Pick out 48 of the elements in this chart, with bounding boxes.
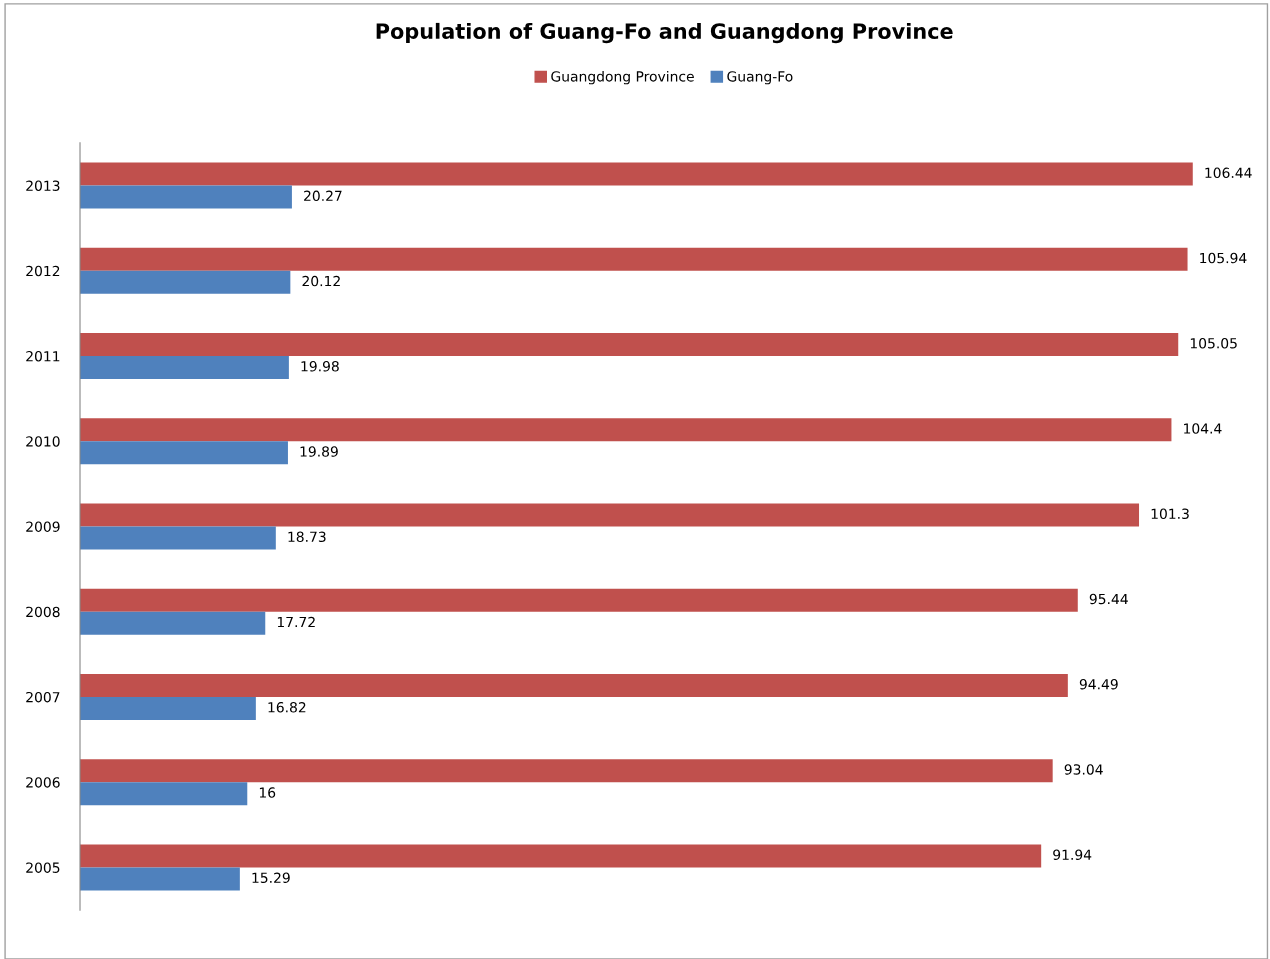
data-label: 101.3 — [1151, 508, 1189, 520]
data-label: 93.04 — [1064, 764, 1103, 775]
data-label: 20.27 — [304, 190, 342, 202]
data-label: 105.05 — [1190, 338, 1237, 349]
bar — [80, 185, 292, 209]
data-label: 95.44 — [1089, 593, 1128, 605]
bar — [80, 673, 1068, 697]
y-tick-label: 2010 — [26, 436, 60, 447]
data-label: 16 — [259, 787, 276, 798]
data-label: 106.44 — [1205, 167, 1252, 179]
chart-title: Population of Guang-Fo and Guangdong Province — [376, 22, 953, 44]
y-tick-label: 2006 — [26, 777, 60, 788]
bar — [80, 441, 288, 465]
y-tick-label: 2012 — [26, 265, 60, 277]
legend-label: Guang-Fo — [727, 71, 793, 85]
bar — [80, 526, 276, 550]
bar — [80, 247, 1188, 271]
data-label: 20.12 — [302, 275, 340, 287]
bar — [80, 270, 291, 294]
y-tick-label: 2007 — [26, 691, 60, 703]
data-label: 19.98 — [301, 361, 339, 372]
bar — [80, 356, 289, 380]
bar — [80, 332, 1179, 356]
bar — [80, 162, 1193, 186]
y-tick-label: 2013 — [26, 180, 60, 191]
bar — [80, 611, 266, 635]
legend-label: Guangdong Province — [551, 70, 694, 85]
data-label: 17.72 — [277, 616, 315, 628]
data-label: 15.29 — [252, 872, 290, 884]
y-tick-label: 2011 — [26, 350, 60, 362]
data-label: 105.94 — [1200, 252, 1247, 264]
data-label: 19.89 — [300, 446, 338, 457]
data-label: 91.94 — [1053, 849, 1092, 860]
bar — [80, 588, 1078, 612]
bar — [80, 782, 248, 806]
y-tick-label: 2008 — [26, 606, 60, 618]
data-label: 104.4 — [1184, 423, 1222, 434]
data-label: 16.82 — [268, 702, 306, 713]
bar — [80, 418, 1172, 442]
y-tick-label: 2009 — [26, 521, 60, 532]
bar — [80, 503, 1140, 527]
data-label: 18.73 — [288, 531, 326, 543]
y-tick-label: 2005 — [26, 862, 60, 873]
bar — [80, 844, 1042, 868]
bar — [80, 759, 1053, 783]
bar — [80, 867, 240, 891]
data-label: 94.49 — [1079, 679, 1118, 690]
bar — [80, 696, 256, 720]
